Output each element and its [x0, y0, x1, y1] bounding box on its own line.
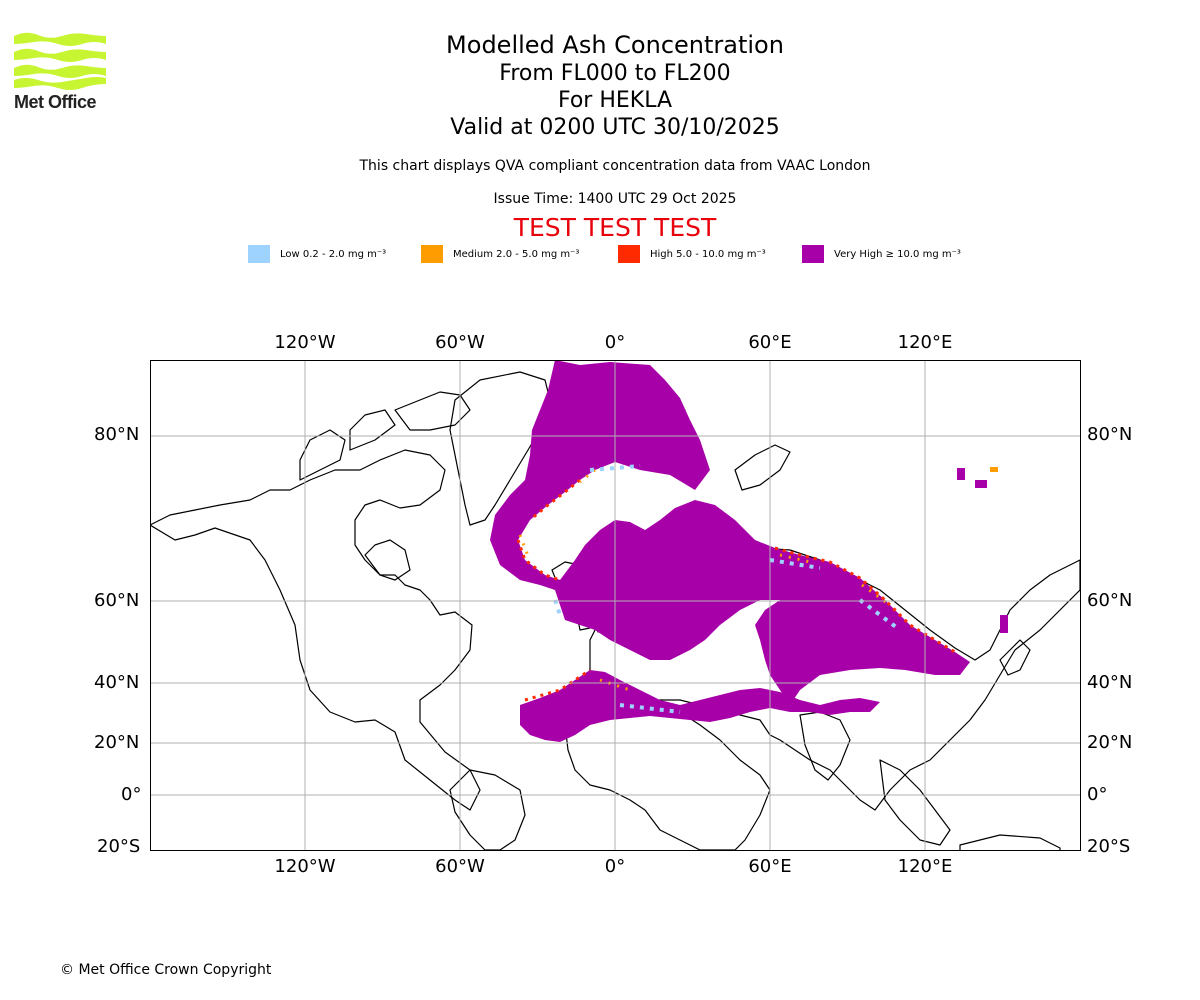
legend-swatch-medium — [421, 245, 443, 263]
qva-note: This chart displays QVA compliant concen… — [359, 158, 871, 174]
lat-label-left-80n: 80°N — [94, 424, 140, 445]
lon-label-bottom-60e: 60°E — [748, 856, 792, 877]
valid-time: Valid at 0200 UTC 30/10/2025 — [450, 115, 780, 140]
map-frame — [150, 360, 1081, 851]
coast-japan — [999, 639, 1031, 676]
met-office-logo: Met Office — [14, 30, 106, 112]
flight-level-range: From FL000 to FL200 — [499, 61, 731, 86]
lon-label-top-120w: 120°W — [274, 332, 336, 353]
met-office-waves-icon — [14, 32, 106, 90]
coast-eurasia — [579, 544, 1080, 811]
coast-novaya-zemlya — [734, 444, 791, 491]
legend-label-very-high: Very High ≥ 10.0 mg m⁻³ — [834, 248, 961, 260]
legend-low: Low 0.2 - 2.0 mg m⁻³ — [248, 245, 386, 263]
volcano-name: For HEKLA — [557, 88, 673, 113]
legend-high: High 5.0 - 10.0 mg m⁻³ — [618, 245, 766, 263]
graticule — [150, 360, 1080, 850]
legend-label-medium: Medium 2.0 - 5.0 mg m⁻³ — [453, 248, 580, 260]
coast-hudson-bay — [364, 539, 411, 581]
lon-label-bottom-120e: 120°E — [897, 856, 953, 877]
logo-text: Met Office — [14, 92, 97, 112]
lon-label-bottom-0: 0° — [604, 856, 626, 877]
ash-patch-east-3 — [990, 467, 998, 472]
coast-canadian-archipelago — [299, 391, 471, 481]
coast-iceland — [551, 561, 583, 583]
lat-label-left-40n: 40°N — [94, 672, 140, 693]
lat-label-right-0: 0° — [1087, 784, 1108, 805]
ash-medium-edge — [518, 468, 891, 692]
lat-label-right-20n: 20°N — [1087, 732, 1133, 753]
lat-label-right-40n: 40°N — [1087, 672, 1133, 693]
lon-label-bottom-60w: 60°W — [435, 856, 485, 877]
ash-patch-east-2 — [975, 480, 987, 488]
title-block: Modelled Ash Concentration From FL000 to… — [315, 30, 915, 141]
ash-plume — [490, 360, 1008, 742]
lon-label-top-60w: 60°W — [435, 332, 485, 353]
ash-patch-east-4 — [1000, 615, 1008, 633]
legend-medium: Medium 2.0 - 5.0 mg m⁻³ — [421, 245, 579, 263]
coast-greenland — [449, 371, 551, 526]
legend-very-high: Very High ≥ 10.0 mg m⁻³ — [802, 245, 961, 263]
coast-scandinavia — [639, 534, 701, 599]
ash-high-edge — [516, 478, 956, 702]
lon-label-bottom-120w: 120°W — [274, 856, 336, 877]
coastlines — [150, 371, 1080, 850]
lon-label-top-60e: 60°E — [748, 332, 792, 353]
issue-time: Issue Time: 1400 UTC 29 Oct 2025 — [493, 191, 737, 207]
lat-label-left-20n: 20°N — [94, 732, 140, 753]
coast-svalbard — [654, 404, 686, 426]
lat-label-left-20s: 20°S — [97, 836, 141, 857]
ash-very-high-south — [520, 670, 880, 742]
legend-swatch-low — [248, 245, 270, 263]
lat-label-right-60n: 60°N — [1087, 590, 1133, 611]
legend-swatch-very-high — [802, 245, 824, 263]
legend-swatch-high — [618, 245, 640, 263]
coast-india — [799, 711, 851, 781]
ash-patch-east-1 — [957, 468, 965, 480]
lat-label-left-0: 0° — [121, 784, 142, 805]
lon-label-top-120e: 120°E — [897, 332, 953, 353]
test-banner: TEST TEST TEST — [513, 213, 717, 242]
chart-title: Modelled Ash Concentration — [446, 31, 784, 59]
lon-label-top-0: 0° — [604, 332, 626, 353]
legend-label-low: Low 0.2 - 2.0 mg m⁻³ — [280, 248, 387, 260]
coast-se-asia — [879, 759, 951, 846]
copyright: © Met Office Crown Copyright — [60, 962, 272, 978]
coast-british-isles — [577, 599, 613, 633]
coast-south-america — [449, 769, 526, 850]
lat-label-right-20s: 20°S — [1087, 836, 1131, 857]
ash-low-edge — [553, 464, 902, 714]
legend-label-high: High 5.0 - 10.0 mg m⁻³ — [650, 248, 766, 260]
coast-north-america — [150, 449, 481, 811]
coast-africa — [564, 699, 771, 850]
lat-label-left-60n: 60°N — [94, 590, 140, 611]
coast-australia — [959, 834, 1061, 850]
ash-very-high-north — [490, 360, 970, 705]
lat-label-right-80n: 80°N — [1087, 424, 1133, 445]
